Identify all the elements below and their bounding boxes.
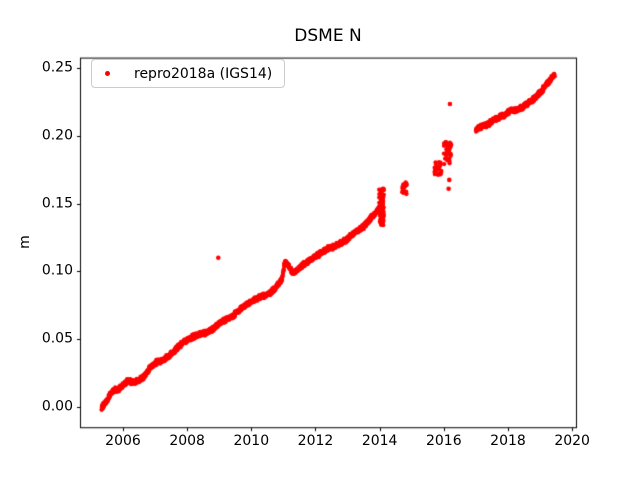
y-axis-label: m [17,235,33,249]
x-tick-label: 2008 [169,433,205,450]
legend-label: repro2018a (IGS14) [134,65,273,82]
y-tick-label: 0.10 [41,262,73,279]
x-tick-label: 2018 [490,433,526,450]
x-tick-label: 2012 [297,433,334,450]
x-tick-label: 2010 [233,433,270,450]
chart-title: DSME N [294,26,362,46]
legend: repro2018a (IGS14) [91,59,286,88]
x-tick-label: 2016 [425,433,462,450]
y-tick-label: 0.20 [41,127,73,144]
y-tick-label: 0.15 [41,195,73,212]
x-tick-label: 2020 [554,433,590,450]
x-tick-label: 2006 [105,433,141,450]
y-tick-label: 0.25 [41,59,73,76]
y-tick-label: 0.05 [41,330,73,347]
y-tick-label: 0.00 [41,398,73,415]
legend-dot-marker-icon [105,71,110,76]
x-tick-label: 2014 [361,433,398,450]
